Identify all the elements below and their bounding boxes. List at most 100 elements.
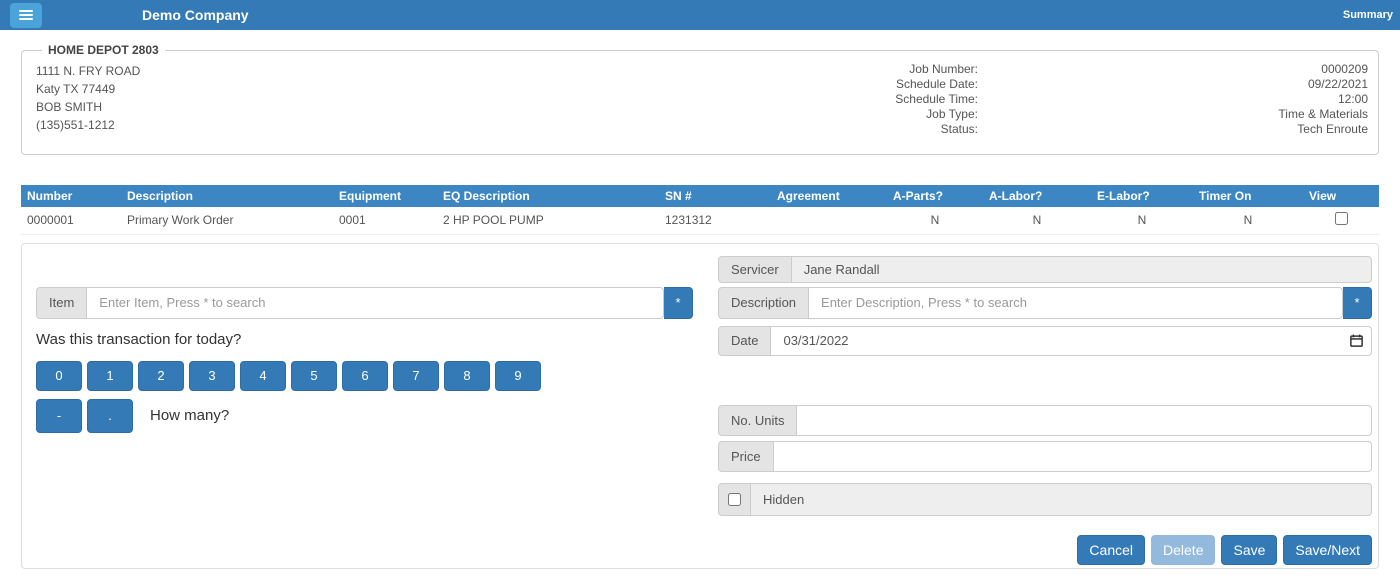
job-info-row: Job Type: Time & Materials [895,107,1368,122]
item-search-button[interactable]: * [664,286,693,319]
column-header-agreement: Agreement [771,185,887,207]
schedule-time-label: Schedule Time: [895,92,978,106]
cell-eq-description: 2 HP POOL PUMP [437,207,659,235]
app-header: Demo Company Summary [0,0,1400,30]
job-type-label: Job Type: [926,107,978,121]
description-input[interactable] [809,286,1343,319]
key-minus[interactable]: - [36,398,82,433]
cell-sn: 1231312 [659,207,771,235]
key-6[interactable]: 6 [342,360,388,391]
table-header-row: Number Description Equipment EQ Descript… [21,185,1379,207]
work-order-row[interactable]: 0000001 Primary Work Order 0001 2 HP POO… [21,207,1379,235]
hidden-label: Hidden [751,482,1372,516]
cell-number: 0000001 [21,207,121,235]
column-header-timer-on: Timer On [1193,185,1303,207]
date-input-group: Date [718,325,1372,356]
item-input[interactable] [87,286,664,319]
detail-column: Servicer Jane Randall Description * Date [718,244,1378,568]
job-info: Job Number: 0000209 Schedule Date: 09/22… [895,59,1370,137]
column-header-description: Description [121,185,333,207]
view-checkbox[interactable] [1334,212,1348,226]
date-picker-button[interactable] [1348,333,1364,349]
job-number-label: Job Number: [909,62,978,76]
customer-name: HOME DEPOT 2803 [48,43,159,57]
units-label: No. Units [718,404,798,436]
column-header-number: Number [21,185,121,207]
description-label: Description [718,286,810,319]
description-input-group: Description * [718,286,1372,319]
schedule-date-value: 09/22/2021 [1307,77,1368,91]
cancel-button[interactable]: Cancel [1077,534,1146,565]
key-5[interactable]: 5 [291,360,337,391]
job-info-row: Schedule Time: 12:00 [895,92,1368,107]
customer-phone: (135)551-1212 [36,118,115,132]
cell-a-labor: N [983,207,1091,235]
how-many-question: How many? [150,407,230,424]
job-info-row: Status: Tech Enroute [895,122,1368,137]
item-label: Item [36,286,88,319]
cell-timer-on: N [1193,207,1303,235]
cell-a-parts: N [887,207,983,235]
key-3[interactable]: 3 [189,360,235,391]
price-input[interactable] [773,440,1372,472]
customer-address: 1111 N. FRY ROAD Katy TX 77449 BOB SMITH… [30,59,140,137]
key-8[interactable]: 8 [444,360,490,391]
customer-contact: BOB SMITH [36,100,103,114]
column-header-sn: SN # [659,185,771,207]
customer-panel: HOME DEPOT 2803 1111 N. FRY ROAD Katy TX… [21,43,1379,155]
column-header-equipment: Equipment [333,185,437,207]
cell-agreement [771,207,887,235]
cell-equipment: 0001 [333,207,437,235]
column-header-a-parts: A-Parts? [887,185,983,207]
item-entry-column: Item * Was this transaction for today? 0… [22,244,718,568]
key-9[interactable]: 9 [495,360,541,391]
cell-description: Primary Work Order [121,207,333,235]
description-search-button[interactable]: * [1343,286,1372,319]
cell-e-labor: N [1091,207,1193,235]
job-info-row: Job Number: 0000209 [895,62,1368,77]
key-7[interactable]: 7 [393,360,439,391]
units-input[interactable] [797,404,1372,436]
app-title: Demo Company [142,7,249,23]
job-number-value: 0000209 [1321,62,1368,76]
key-0[interactable]: 0 [36,360,82,391]
status-value: Tech Enroute [1297,122,1368,136]
column-header-e-labor: E-Labor? [1091,185,1193,207]
address-line-2: Katy TX 77449 [36,82,116,96]
asterisk-icon: * [1354,295,1360,310]
work-orders-table: Number Description Equipment EQ Descript… [21,185,1379,235]
job-type-value: Time & Materials [1278,107,1368,121]
today-question: Was this transaction for today? [36,330,242,348]
key-decimal[interactable]: . [87,398,133,433]
hidden-checkbox[interactable] [728,492,741,506]
schedule-time-value: 12:00 [1337,92,1368,106]
key-1[interactable]: 1 [87,360,133,391]
servicer-value: Jane Randall [791,255,1372,283]
address-line-1: 1111 N. FRY ROAD [36,64,141,78]
item-input-group: Item * [36,286,693,319]
action-buttons: Cancel Delete Save Save/Next [718,534,1372,565]
status-label: Status: [940,122,978,136]
key-4[interactable]: 4 [240,360,286,391]
asterisk-icon: * [675,295,681,310]
hamburger-icon [19,10,33,12]
save-button[interactable]: Save [1221,534,1278,565]
date-label: Date [718,325,772,356]
keypad-row-2: - . How many? [36,398,718,433]
calendar-icon [1349,334,1363,347]
hidden-checkbox-group: Hidden [718,482,1372,516]
column-header-view: View [1303,185,1379,207]
job-info-row: Schedule Date: 09/22/2021 [895,77,1368,92]
transaction-form-panel: Item * Was this transaction for today? 0… [21,242,1379,569]
price-label: Price [718,440,774,472]
servicer-group: Servicer Jane Randall [718,255,1372,283]
price-input-group: Price [718,440,1372,472]
numeric-keypad: 0 1 2 3 4 5 6 7 8 9 [36,360,718,391]
delete-button: Delete [1151,534,1216,565]
key-2[interactable]: 2 [138,360,184,391]
date-input[interactable] [771,325,1372,356]
summary-link[interactable]: Summary [1342,9,1393,21]
units-input-group: No. Units [718,404,1372,436]
menu-button[interactable] [10,2,42,28]
save-next-button[interactable]: Save/Next [1283,534,1372,565]
